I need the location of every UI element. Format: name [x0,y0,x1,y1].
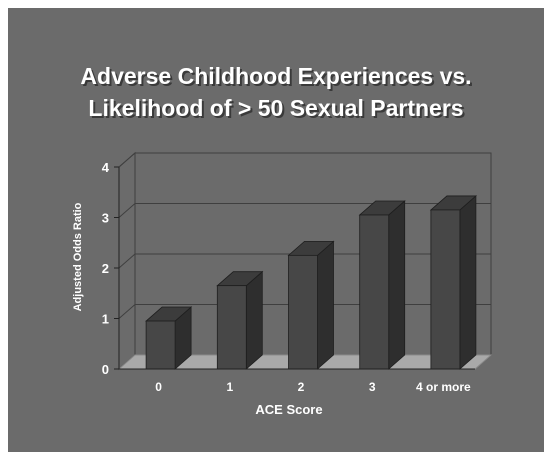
bar-side [459,195,477,370]
y-tick-label: 0 [102,362,109,377]
chart-title-line-2: Likelihood of > 50 Sexual Partners [88,95,464,121]
x-tick-label: 4 or more [416,380,471,394]
chart-title: Adverse Childhood Experiences vs. Likeli… [8,60,544,124]
slide-background: Adverse Childhood Experiences vs. Likeli… [8,8,544,452]
bar-front [145,320,176,370]
bar-front [216,285,247,370]
bars [145,195,477,370]
gridline [118,152,491,168]
x-axis-label: ACE Score [255,402,322,417]
x-tick-label: 0 [155,380,162,394]
bar-side [317,240,334,370]
y-tick-label: 2 [102,261,109,276]
bar [216,270,264,370]
y-tick-label: 1 [102,312,109,327]
x-tick-label: 3 [369,380,376,394]
y-axis: 0 1 2 3 4 [102,160,120,377]
y-axis-label: Adjusted Odds Ratio [72,202,84,311]
y-tick-label: 3 [102,211,109,226]
bar-front [288,254,318,370]
bar [358,200,406,370]
bar [429,195,477,370]
bar [145,306,193,370]
y-tick-label: 4 [102,160,110,175]
bar [287,240,335,370]
bar-side [245,270,263,370]
bar-front [430,209,461,370]
bar-front [359,214,390,370]
chart-title-line-1: Adverse Childhood Experiences vs. [80,63,472,89]
x-tick-label: 1 [226,380,233,394]
x-tick-label: 2 [298,380,305,394]
x-axis: 0 1 2 3 4 or more [119,368,475,394]
bar-side [388,200,406,370]
